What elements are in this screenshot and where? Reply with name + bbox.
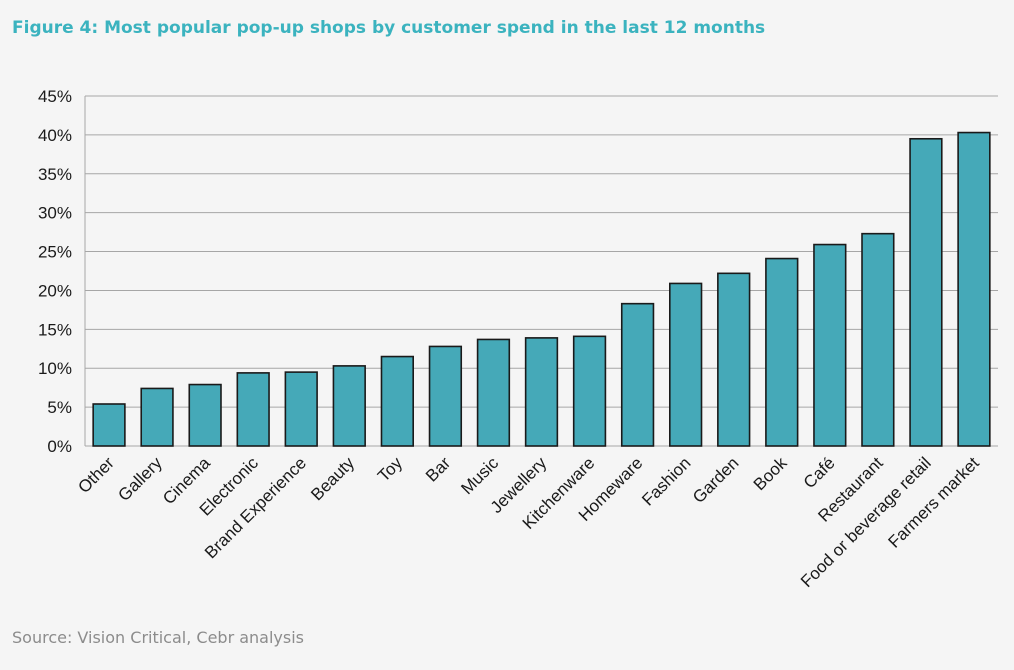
bar: [524, 337, 559, 447]
y-tick-label: 35%: [38, 165, 72, 184]
y-tick-label: 30%: [38, 204, 72, 223]
x-tick-label: Bar: [422, 453, 454, 485]
y-tick-label: 10%: [38, 359, 72, 378]
bar: [428, 345, 463, 447]
y-tick-label: 25%: [38, 243, 72, 262]
bar: [332, 365, 366, 447]
y-tick-label: 5%: [47, 398, 72, 417]
x-tick-label: Music: [457, 453, 502, 498]
x-tick-label: Fashion: [638, 453, 694, 509]
figure-title: Figure 4: Most popular pop-up shops by c…: [12, 18, 766, 38]
bar: [476, 338, 511, 447]
x-tick-label: Garden: [689, 453, 743, 507]
x-tick-label: Other: [74, 453, 118, 497]
y-tick-label: 40%: [38, 126, 72, 145]
x-tick-label: Café: [800, 453, 839, 492]
bar: [861, 232, 895, 447]
y-tick-label: 20%: [38, 281, 72, 300]
bar: [765, 257, 799, 447]
x-tick-label: Toy: [374, 453, 406, 485]
bar: [380, 355, 414, 447]
bar: [572, 335, 607, 447]
bar: [92, 403, 126, 447]
y-axis-tick-labels: 0% 5% 10% 15% 20% 25% 30% 35% 40% 45%: [38, 87, 72, 456]
bar: [813, 243, 847, 447]
x-tick-label: Beauty: [307, 453, 358, 504]
y-tick-label: 0%: [47, 437, 72, 456]
bar: [284, 371, 318, 447]
x-tick-label: Farmers market: [885, 453, 983, 551]
bar: [669, 282, 703, 447]
source-note: Source: Vision Critical, Cebr analysis: [12, 628, 305, 647]
bar: [188, 383, 222, 447]
y-tick-label: 15%: [38, 320, 72, 339]
x-tick-label: Gallery: [114, 453, 166, 505]
bar: [620, 302, 655, 447]
bars: [92, 131, 991, 447]
bar: [957, 131, 991, 447]
bar: [140, 387, 174, 447]
bar: [909, 137, 943, 447]
x-tick-label: Book: [750, 453, 791, 494]
y-tick-label: 45%: [38, 87, 72, 106]
bar: [717, 272, 751, 447]
bar: [236, 372, 270, 447]
